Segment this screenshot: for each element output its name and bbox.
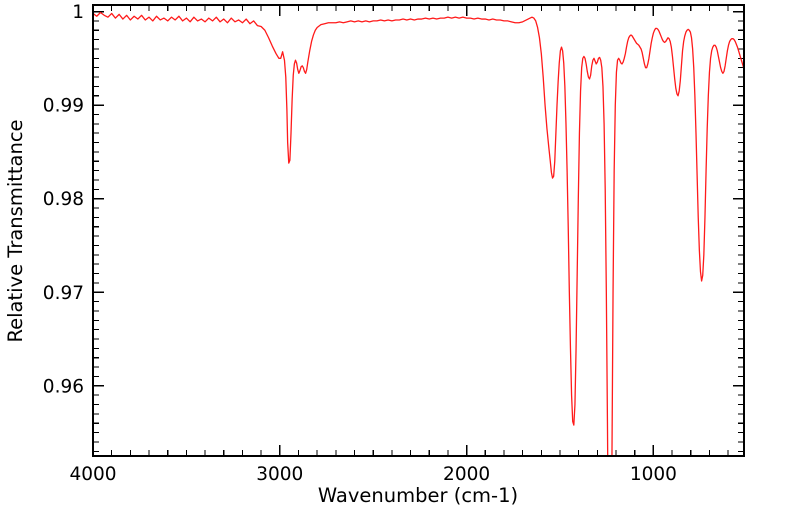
y-tick-label: 0.98 [43, 189, 84, 210]
y-axis-tick-labels: 1 0.99 0.98 0.97 0.96 [43, 2, 84, 397]
x-tick-label: 2000 [443, 464, 490, 485]
spectrum-line [93, 11, 744, 456]
plot-frame [92, 4, 745, 457]
x-axis-title: Wavenumber (cm-1) [318, 484, 518, 507]
x-axis-minor-ticks [92, 5, 729, 456]
spectrum-series-group [93, 11, 744, 456]
y-axis-minor-ticks [93, 10, 744, 452]
x-axis-major-ticks [92, 5, 655, 456]
x-axis-tick-labels: 4000 3000 2000 1000 [69, 464, 676, 485]
y-axis-title: Relative Transmittance [4, 119, 27, 342]
y-axis-major-ticks [93, 10, 744, 387]
y-tick-label: 0.96 [43, 376, 84, 397]
y-tick-label: 0.97 [43, 283, 84, 304]
y-tick-label: 1 [72, 2, 84, 23]
x-tick-label: 3000 [256, 464, 303, 485]
x-tick-label: 4000 [69, 464, 116, 485]
y-tick-label: 0.99 [43, 96, 84, 117]
x-tick-label: 1000 [630, 464, 677, 485]
